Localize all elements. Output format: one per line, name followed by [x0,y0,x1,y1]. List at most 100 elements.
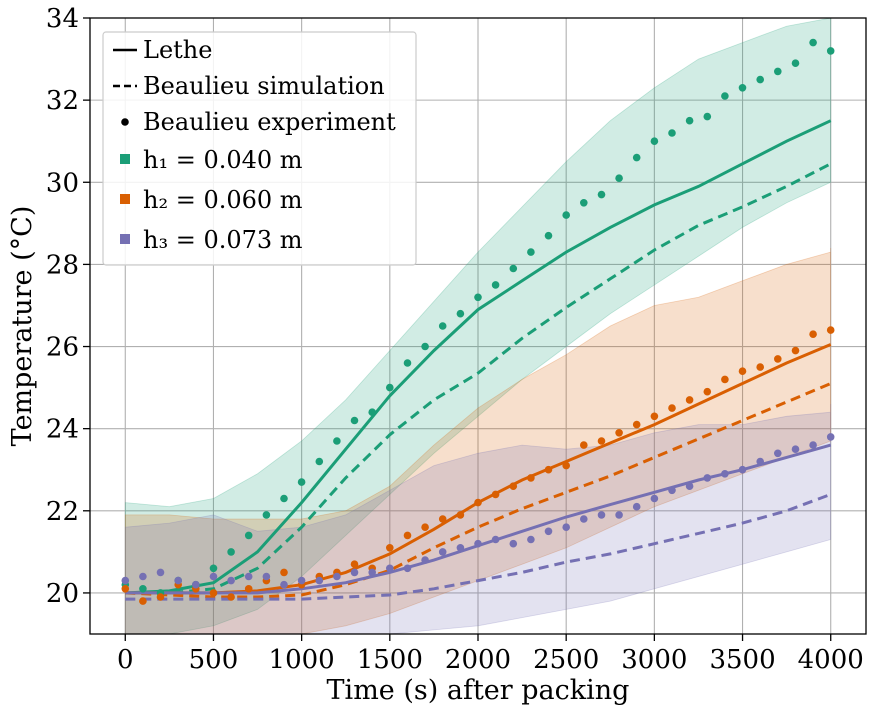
experiment-point-h3 [192,580,200,589]
experiment-point-h2 [438,515,447,523]
experiment-point-h3 [491,535,500,544]
x-tick-label: 3500 [709,645,775,675]
experiment-point-h3 [456,544,465,552]
experiment-point-h1 [791,59,800,67]
x-tick-label: 2500 [533,645,599,675]
x-tick-label: 1000 [269,645,335,675]
experiment-point-h2 [668,404,676,412]
x-tick-label: 3000 [621,645,687,675]
experiment-point-h1 [632,153,641,162]
experiment-point-h3 [386,564,394,573]
experiment-point-h2 [791,346,800,355]
experiment-point-h1 [544,231,553,240]
y-axis-label: Temperature (°C) [7,206,38,447]
x-tick-label: 0 [117,645,134,675]
legend-square-h2-icon [120,194,130,204]
x-tick-label: 500 [189,645,239,675]
experiment-point-h2 [738,367,747,376]
experiment-point-h2 [580,441,588,449]
experiment-point-h1 [139,585,147,593]
experiment-point-h2 [227,593,235,601]
y-tick-label: 32 [46,86,79,116]
experiment-point-h1 [703,112,712,121]
experiment-point-h1 [738,84,747,92]
experiment-point-h2 [650,412,659,421]
experiment-point-h1 [580,199,588,207]
experiment-point-h3 [262,572,271,581]
experiment-point-h3 [721,470,729,478]
beaulieu-simulation-line-h2 [125,382,832,599]
experiment-point-h2 [491,490,500,499]
experiment-point-h3 [244,572,253,581]
experiment-point-h2 [386,544,394,552]
experiment-point-h1 [421,342,429,351]
x-tick-label: 4000 [798,645,864,675]
experiment-points [121,38,835,605]
experiment-point-h1 [333,437,341,445]
experiment-point-h2 [280,568,288,577]
y-axis-ticks: 20 22 24 26 28 30 32 34 [46,4,90,609]
y-tick-label: 24 [46,415,79,445]
experiment-point-h1 [350,416,359,425]
legend-label-h2: h₂ = 0.060 m [143,186,303,214]
experiment-point-h3 [562,523,570,531]
experiment-point-h1 [262,511,271,519]
beaulieu-simulation-line-h1 [125,162,832,595]
experiment-point-h2 [156,593,165,601]
experiment-point-h2 [403,531,412,540]
legend: Lethe Beaulieu simulation Beaulieu exper… [102,31,417,266]
experiment-point-h3 [368,568,377,577]
experiment-point-h3 [544,527,553,536]
experiment-point-h2 [774,355,782,363]
experiment-point-h1 [809,38,817,47]
confidence-band-h3 [124,404,832,634]
experiment-point-h3 [421,556,429,564]
x-tick-label: 2000 [445,645,511,675]
experiment-point-h2 [139,597,147,605]
y-tick-label: 22 [46,497,79,527]
experiment-point-h3 [174,576,182,585]
legend-label-beaulieu-simulation: Beaulieu simulation [143,72,385,100]
experiment-point-h2 [509,482,518,491]
experiment-point-h2 [527,474,535,482]
experiment-point-h1 [721,92,729,100]
x-axis-ticks: 0 500 1000 1500 2000 2500 3000 3500 4000 [117,634,864,675]
experiment-point-h3 [738,465,747,474]
experiment-point-h3 [315,576,324,585]
experiment-point-h1 [456,309,465,318]
legend-square-h3-icon [120,234,130,244]
legend-box [102,31,417,266]
legend-label-h3: h₃ = 0.073 m [143,226,303,254]
experiment-point-h3 [756,457,764,466]
experiment-point-h3 [791,445,800,454]
experiment-point-h3 [650,494,659,503]
experiment-point-h1 [403,359,412,367]
experiment-point-h2 [721,375,729,384]
experiment-point-h3 [826,433,835,441]
experiment-point-h1 [509,264,518,273]
experiment-point-h3 [297,576,306,585]
experiment-point-h2 [209,589,218,597]
experiment-point-h2 [615,429,623,437]
experiment-point-h2 [756,363,764,371]
y-tick-label: 30 [46,168,79,198]
experiment-point-h3 [632,502,641,511]
legend-label-beaulieu-experiment: Beaulieu experiment [143,108,396,136]
experiment-point-h2 [685,396,694,404]
experiment-point-h1 [491,281,500,289]
experiment-point-h3 [333,572,341,581]
experiment-point-h1 [774,67,782,76]
experiment-point-h1 [280,494,288,503]
experiment-point-h1 [209,564,218,573]
experiment-point-h3 [227,576,235,585]
experiment-point-h1 [227,548,235,556]
experiment-point-h1 [562,211,570,219]
y-tick-label: 20 [46,579,79,609]
experiment-point-h3 [438,548,447,556]
experiment-point-h2 [456,511,465,519]
experiment-point-h2 [703,387,712,396]
experiment-point-h2 [826,326,835,334]
y-tick-label: 34 [46,4,79,34]
experiment-point-h1 [386,383,394,392]
experiment-point-h1 [826,47,835,55]
